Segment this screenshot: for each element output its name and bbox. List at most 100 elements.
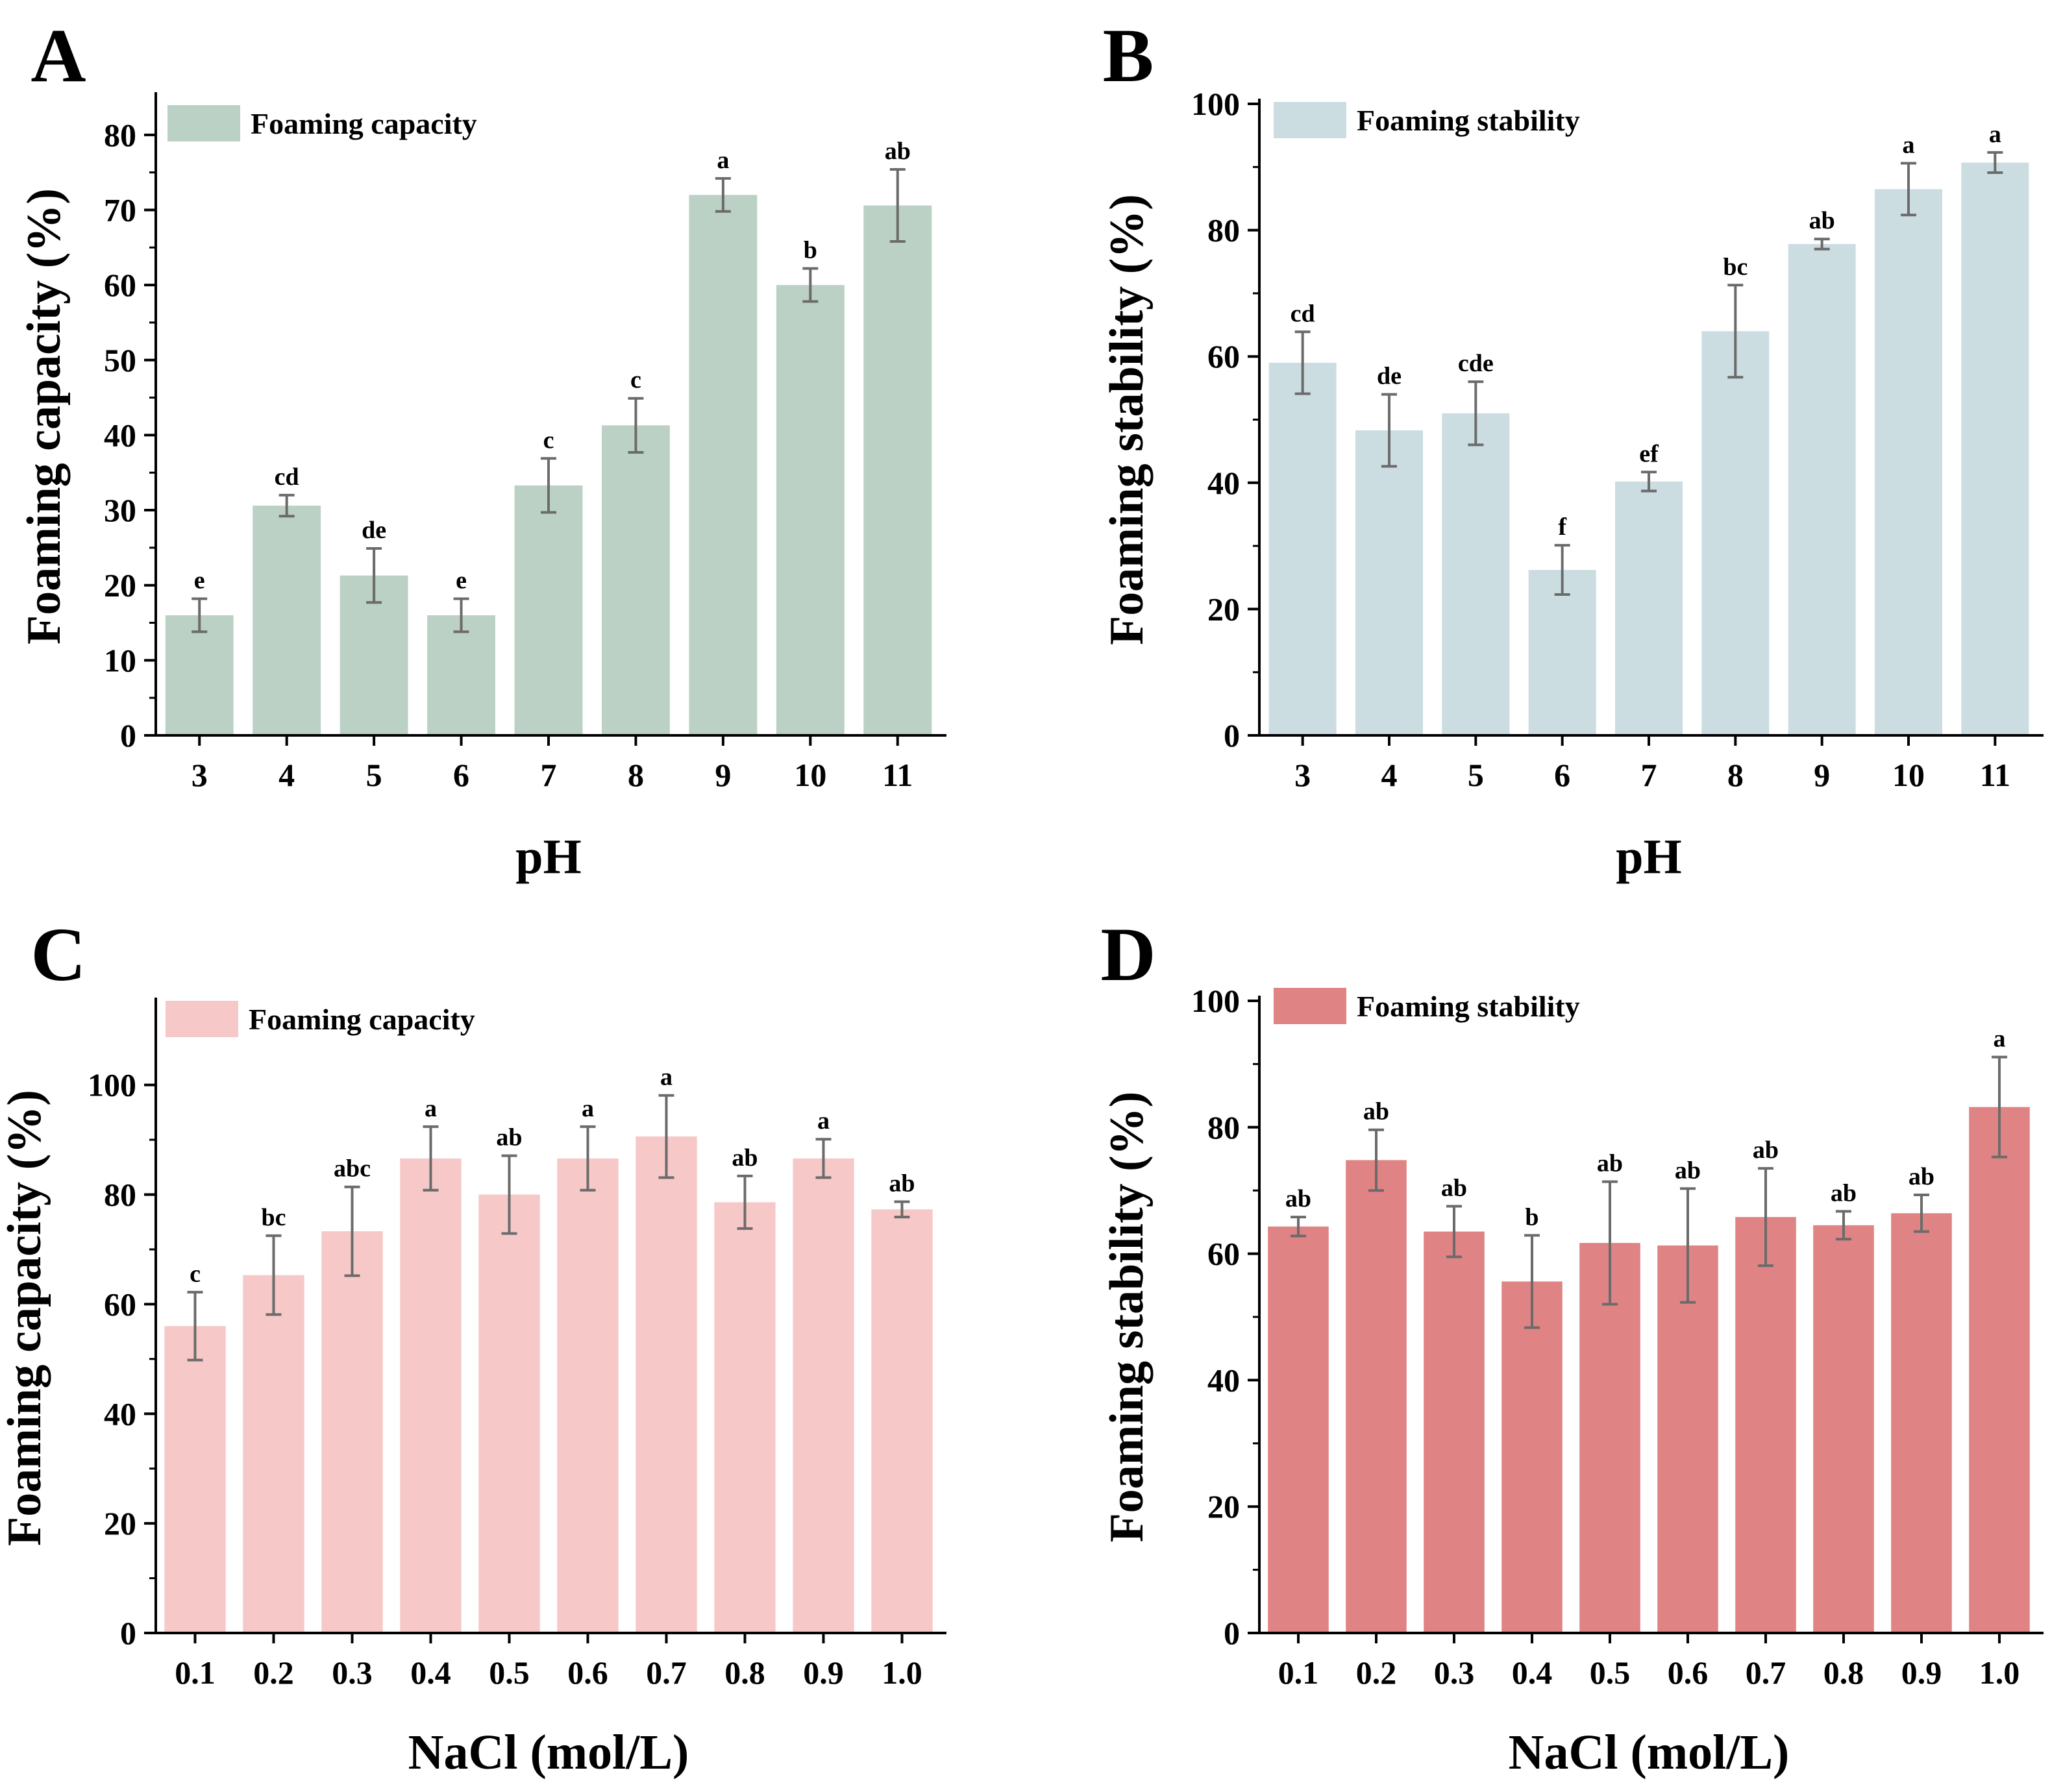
significance-letter: ef	[1639, 440, 1659, 467]
x-tick-label: 5	[366, 757, 382, 793]
x-tick-label: 11	[1980, 757, 2010, 793]
x-tick-label: 9	[715, 757, 731, 793]
bar	[514, 485, 583, 735]
significance-letter: ab	[1285, 1185, 1311, 1212]
error-bar	[1368, 1128, 1384, 1192]
significance-letter: cde	[1458, 350, 1494, 377]
y-tick-label: 30	[104, 492, 136, 528]
chart-panel-d: Dab 0.1 ab 0.2 ab 0.3 b 0.4 ab 0.5 ab 0.6 ab 0.7 ab 0.8…	[1100, 912, 2044, 1780]
bar	[478, 1194, 540, 1633]
x-tick-label: 10	[794, 757, 826, 793]
significance-letter: bc	[1723, 253, 1748, 280]
error-bar	[1901, 162, 1916, 217]
bar	[1268, 362, 1337, 735]
error-bar	[802, 267, 819, 303]
x-axis-title: pH	[1616, 829, 1681, 884]
significance-letter: a	[425, 1095, 437, 1122]
legend-swatch	[167, 105, 240, 141]
error-bar	[1446, 1205, 1462, 1258]
error-bar	[1758, 1167, 1773, 1268]
x-tick-label: 6	[453, 757, 469, 793]
error-bar	[715, 177, 731, 213]
significance-letter: cd	[275, 463, 299, 491]
error-bar	[580, 1125, 596, 1192]
error-bar	[815, 1138, 832, 1179]
y-tick-label: 20	[1207, 1488, 1240, 1525]
bar	[1813, 1225, 1874, 1633]
y-tick-label: 10	[104, 642, 136, 678]
significance-letter: e	[456, 567, 467, 595]
significance-letter: cd	[1291, 300, 1315, 327]
bar	[1579, 1243, 1640, 1633]
x-tick-label: 0.8	[1823, 1654, 1864, 1691]
error-bar	[278, 493, 295, 518]
error-bar	[1836, 1210, 1851, 1241]
significance-letter: a	[660, 1064, 673, 1091]
x-tick-label: 0.6	[567, 1654, 608, 1691]
error-bar	[1914, 1194, 1929, 1233]
error-bar	[1294, 330, 1311, 395]
x-axis-title: NaCl (mol/L)	[1509, 1725, 1790, 1780]
panel-label: A	[31, 13, 86, 98]
legend: Foaming stability	[1274, 988, 1580, 1024]
error-bar	[628, 397, 644, 454]
significance-letter: ab	[1831, 1179, 1857, 1207]
significance-letter: a	[1989, 121, 2001, 148]
bar	[557, 1158, 619, 1633]
error-bar	[191, 597, 208, 633]
x-tick-label: 0.5	[1590, 1654, 1631, 1691]
significance-letter: f	[1558, 513, 1567, 541]
bar	[321, 1231, 383, 1633]
x-tick-label: 0.4	[410, 1654, 451, 1691]
chart-panel-c: Cc 0.1 bc 0.2 abc 0.3 a 0.4 ab 0.5 a 0.6 a 0.7 ab 0.8 a 0…	[0, 912, 946, 1780]
error-bar	[1727, 284, 1744, 379]
x-tick-label: 0.1	[175, 1654, 216, 1691]
significance-letter: ab	[889, 1170, 915, 1197]
bar	[636, 1136, 697, 1633]
error-bar	[1381, 393, 1397, 468]
error-bar	[894, 1200, 910, 1219]
error-bar	[453, 597, 469, 633]
x-tick-label: 0.4	[1512, 1654, 1553, 1691]
x-tick-label: 3	[191, 757, 208, 793]
bar	[164, 1326, 226, 1633]
x-tick-label: 0.5	[489, 1654, 530, 1691]
error-bar	[1987, 151, 2003, 175]
x-tick-label: 3	[1294, 757, 1311, 793]
legend-label: Foaming capacity	[251, 107, 477, 140]
x-tick-label: 0.8	[724, 1654, 765, 1691]
chart-panel-a: Ae 3 cd 4 de 5 e 6 c 7 c 8 a 9 b 10 ab 11 0 10 20 30 40 50 60 70 8…	[18, 13, 946, 884]
error-bar	[344, 1185, 360, 1277]
significance-letter: de	[362, 517, 386, 544]
bar	[1961, 162, 2029, 735]
y-tick-label: 100	[1191, 86, 1240, 122]
y-axis-title: Foaming capacity (%)	[18, 188, 71, 644]
error-bar	[658, 1094, 674, 1179]
bar	[165, 615, 234, 735]
error-bar	[366, 547, 382, 604]
legend: Foaming stability	[1274, 102, 1580, 138]
legend: Foaming capacity	[166, 1001, 475, 1037]
error-bar	[187, 1290, 203, 1362]
error-bar	[1641, 471, 1657, 493]
bar	[1501, 1281, 1563, 1633]
error-bar	[501, 1154, 517, 1235]
bar	[871, 1209, 933, 1633]
error-bar	[266, 1234, 282, 1316]
significance-letter: ab	[1675, 1157, 1701, 1184]
significance-letter: a	[717, 147, 729, 174]
x-tick-label: 0.6	[1668, 1654, 1709, 1691]
x-tick-label: 7	[1641, 757, 1657, 793]
x-tick-label: 0.2	[1356, 1654, 1397, 1691]
significance-letter: ab	[1753, 1136, 1779, 1164]
y-axis-title: Foaming stability (%)	[1100, 1092, 1154, 1543]
y-tick-label: 100	[88, 1067, 136, 1103]
y-tick-label: 0	[1224, 717, 1240, 754]
x-tick-label: 0.3	[1434, 1654, 1475, 1691]
y-tick-label: 80	[104, 117, 136, 153]
y-tick-label: 0	[1224, 1615, 1240, 1651]
y-tick-label: 60	[1207, 1236, 1240, 1272]
y-tick-label: 40	[104, 1395, 136, 1432]
error-bar	[423, 1125, 439, 1192]
